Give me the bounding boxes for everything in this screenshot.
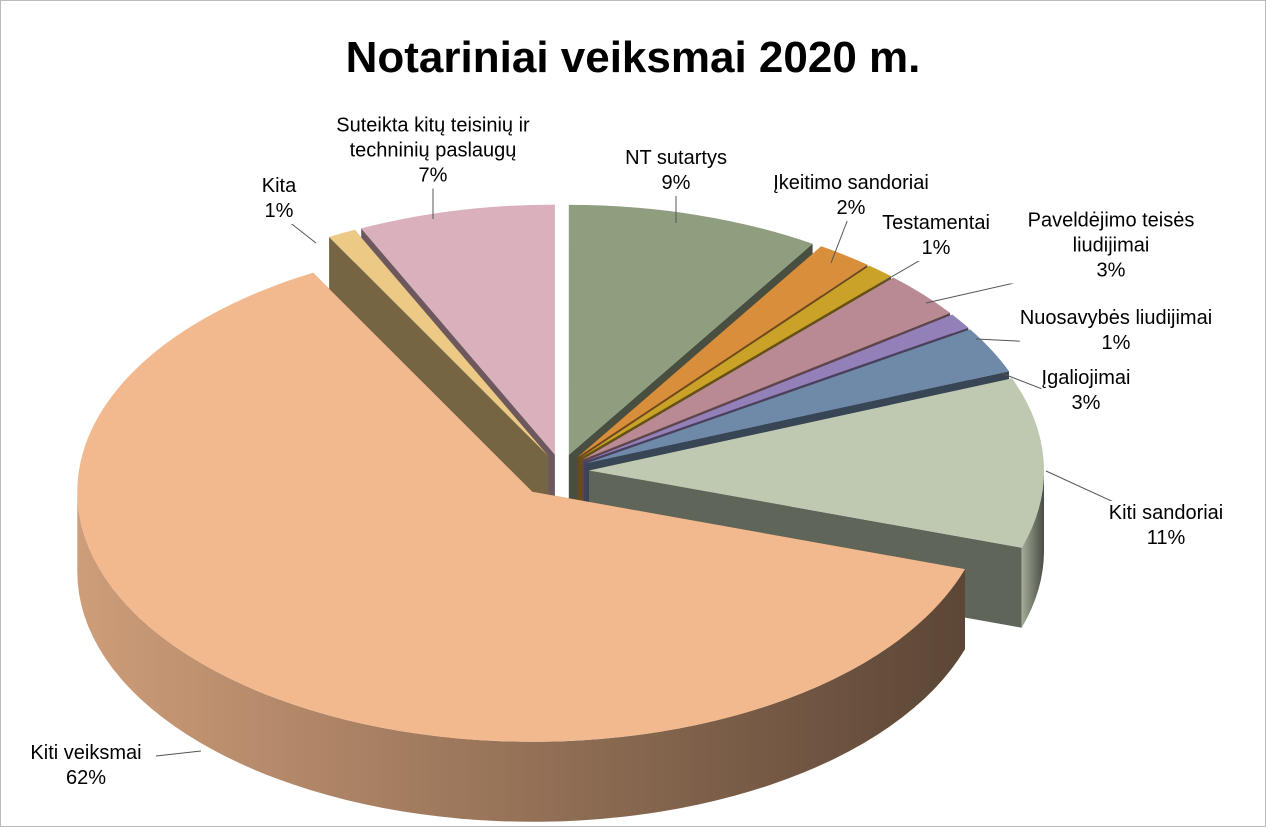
slice	[588, 378, 1044, 548]
category-label: Paveldėjimo teisės liudijimai	[1027, 209, 1195, 257]
data-label: NT sutartys 9%	[625, 146, 727, 196]
slice	[77, 272, 966, 742]
value-label: 9%	[661, 172, 691, 194]
data-label: Paveldėjimo teisės liudijimai 3%	[1001, 208, 1221, 284]
value-label: 3%	[1071, 392, 1101, 414]
value-label: 1%	[264, 200, 294, 222]
value-label: 7%	[418, 164, 448, 187]
value-label: 11%	[1146, 527, 1186, 549]
leader-line	[155, 750, 202, 757]
slice	[329, 229, 549, 457]
slice	[361, 204, 555, 455]
slice	[579, 265, 891, 459]
value-label: 3%	[1096, 259, 1126, 282]
data-label: Kiti veiksmai 62%	[30, 741, 142, 791]
data-label: Kita 1%	[261, 174, 297, 224]
value-label: 2%	[836, 197, 866, 219]
value-label: 62%	[65, 767, 107, 789]
category-label: NT sutartys	[625, 147, 727, 169]
slice-side	[77, 491, 966, 822]
category-label: Testamentai	[882, 212, 990, 234]
slice	[584, 314, 969, 462]
data-label: Suteikta kitų teisinių ir techninių pasl…	[313, 113, 553, 189]
category-label: Įkeitimo sandoriai	[773, 172, 929, 194]
data-label: Testamentai 1%	[882, 211, 990, 261]
data-label: Nuosavybės liudijimai 1%	[1019, 306, 1213, 356]
data-label: Įgaliojimai 3%	[1041, 366, 1131, 416]
category-label: Kiti veiksmai	[30, 742, 142, 764]
category-label: Suteikta kitų teisinių ir techninių pasl…	[336, 114, 530, 162]
slice	[568, 204, 813, 455]
category-label: Nuosavybės liudijimai	[1019, 307, 1213, 329]
value-label: 1%	[921, 237, 951, 259]
category-label: Kiti sandoriai	[1108, 502, 1224, 524]
chart-title: Notariniai veiksmai 2020 m.	[345, 33, 921, 82]
slice	[582, 277, 951, 460]
slice	[577, 246, 868, 458]
data-label: Kiti sandoriai 11%	[1108, 501, 1224, 551]
slice-side	[1021, 470, 1044, 628]
category-label: Įgaliojimai	[1041, 367, 1131, 389]
category-label: Kita	[261, 175, 297, 197]
slice	[585, 329, 1009, 464]
value-label: 1%	[1101, 332, 1131, 354]
